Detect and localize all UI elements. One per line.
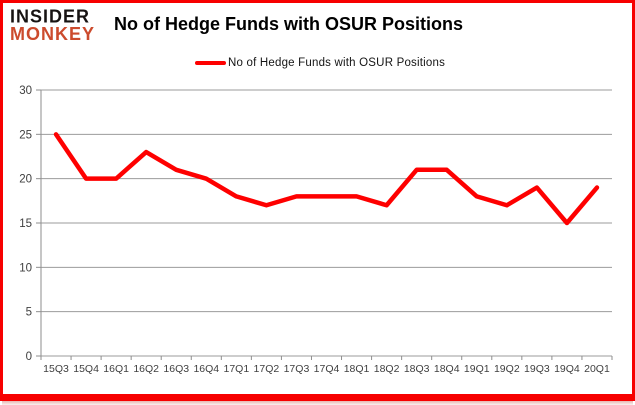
y-tick-label: 15: [19, 218, 32, 230]
x-tick-label: 16Q1: [103, 363, 129, 375]
y-tick-label: 30: [19, 85, 32, 97]
logo-line2: MONKEY: [10, 24, 96, 44]
x-tick-label: 16Q2: [133, 363, 159, 375]
x-tick-label: 16Q4: [193, 363, 219, 375]
x-tick-label: 19Q4: [554, 363, 580, 375]
x-tick-label: 17Q2: [254, 363, 280, 375]
x-tick-label: 15Q4: [73, 363, 99, 375]
y-tick-label: 20: [19, 174, 32, 186]
series-line: [53, 132, 600, 226]
x-tick-label: 17Q3: [284, 363, 310, 375]
bottom-shadow: [2, 401, 633, 405]
x-tick-label: 18Q3: [404, 363, 430, 375]
chart-title: No of Hedge Funds with OSUR Positions: [114, 14, 463, 34]
x-tick-label: 15Q3: [43, 363, 69, 375]
legend: No of Hedge Funds with OSUR Positions: [195, 57, 445, 69]
y-tick-label: 10: [19, 262, 32, 274]
x-tick-label: 20Q1: [584, 363, 610, 375]
logo-line1: INSIDER: [10, 5, 91, 27]
legend-line-swatch: [195, 61, 226, 65]
line-chart: 0 5 10 15 20 25 30 15Q3 15Q4 16Q1 16Q2 16Q3 16Q4 17Q1…: [19, 85, 613, 375]
y-tick-label: 25: [19, 129, 32, 141]
x-tick-label: 17Q1: [223, 363, 249, 375]
x-tick-label: 19Q2: [494, 363, 520, 375]
x-tick-label: 16Q3: [163, 363, 189, 375]
x-tick-label: 18Q2: [374, 363, 400, 375]
x-tick-label: 17Q4: [314, 363, 340, 375]
x-tick-label: 19Q1: [464, 363, 490, 375]
y-tick-label: 5: [26, 307, 32, 319]
x-tick-label: 18Q1: [344, 363, 370, 375]
y-tick-label: 0: [26, 351, 32, 363]
chart-area: 0 5 10 15 20 25 30 15Q3 15Q4 16Q1 16Q2 16Q3 16Q4 17Q1…: [0, 80, 635, 390]
legend-label: No of Hedge Funds with OSUR Positions: [228, 57, 446, 69]
x-tick-label: 18Q4: [434, 363, 460, 375]
insider-monkey-logo: INSIDER MONKEY: [10, 7, 95, 43]
x-tick-label: 19Q3: [524, 363, 550, 375]
